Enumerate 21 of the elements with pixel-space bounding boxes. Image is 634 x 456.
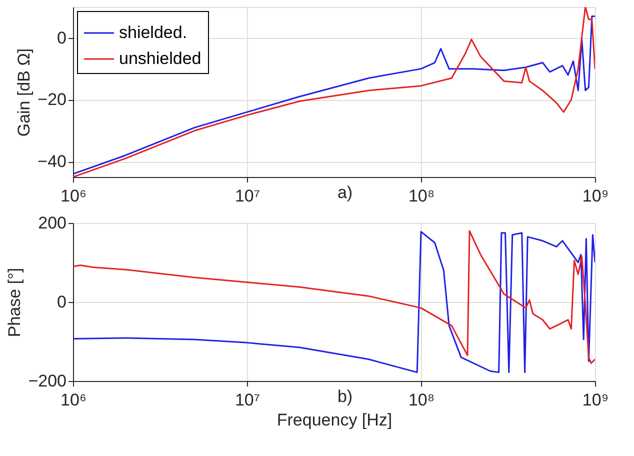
y-tick-label: −20 [38, 90, 66, 110]
y-tick-label: 200 [38, 214, 66, 232]
x-tick-label: 10⁶ [60, 186, 86, 206]
y-axis-title: Phase [°] [5, 268, 24, 338]
text: b) [337, 387, 353, 406]
x-tick-label: 10⁷ [234, 390, 260, 410]
legend-label: shielded. [119, 23, 188, 42]
x-tick-label: 10⁸ [408, 390, 435, 410]
text: a) [337, 183, 353, 202]
x-tick-label: 10⁸ [408, 186, 435, 206]
x-tick-label: 10⁷ [234, 186, 260, 206]
x-tick-label: 10⁶ [60, 390, 86, 410]
x-axis-title: Frequency [Hz] [276, 410, 392, 430]
legend-label: unshielded [119, 49, 202, 68]
y-tick-label: 0 [57, 292, 66, 312]
y-axis-title: Gain [dB Ω] [14, 48, 34, 137]
x-tick-label: 10⁹ [582, 390, 609, 410]
y-tick-label: 0 [57, 28, 66, 48]
y-tick-label: −200 [28, 372, 66, 390]
y-tick-label: −40 [38, 152, 66, 172]
x-tick-label: 10⁹ [582, 186, 609, 206]
